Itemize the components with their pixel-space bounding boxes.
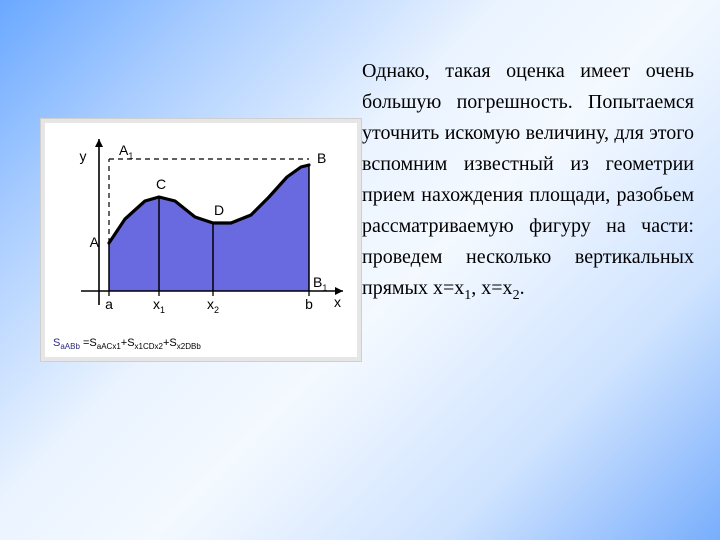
svg-text:x2: x2 <box>207 296 219 315</box>
svg-text:x: x <box>334 294 341 310</box>
area-formula: SaABb =SaACx1+Sx1CDx2+Sx2DBb <box>53 337 201 351</box>
paragraph-sub2: 2 <box>513 288 520 303</box>
body-text: Однако, такая оценка имеет очень большую… <box>362 56 694 304</box>
paragraph-mid: , х=х <box>471 277 512 299</box>
paragraph-prefix: Однако, такая оценка имеет очень большую… <box>362 60 694 299</box>
formula-plus2: +S <box>163 337 177 349</box>
svg-text:b: b <box>305 296 313 312</box>
curve-plot: y x A A1 B B1 C Da x1 x2 b <box>45 123 357 333</box>
formula-p3b: DBb <box>185 342 201 351</box>
svg-text:D: D <box>214 202 224 218</box>
diagram: y x A A1 B B1 C Da x1 x2 b SaABb =SaACx1+Sx1CDx2+S… <box>45 123 357 357</box>
svg-text:a: a <box>105 296 113 312</box>
svg-text:B1: B1 <box>313 274 327 293</box>
svg-text:B: B <box>317 150 326 166</box>
formula-p1: aACx <box>97 342 117 351</box>
svg-text:x1: x1 <box>153 296 165 315</box>
diagram-container: y x A A1 B B1 C Da x1 x2 b SaABb =SaACx1+Sx1CDx2+S… <box>40 118 362 362</box>
svg-text:A1: A1 <box>119 142 133 161</box>
svg-text:A: A <box>90 234 100 250</box>
formula-p2b: CDx <box>143 342 159 351</box>
svg-text:y: y <box>80 148 87 164</box>
formula-eq: =S <box>83 337 97 349</box>
paragraph-end: . <box>520 277 525 299</box>
svg-text:C: C <box>156 176 166 192</box>
formula-sub-aABb: aABb <box>60 342 80 351</box>
formula-plus1: +S <box>121 337 135 349</box>
